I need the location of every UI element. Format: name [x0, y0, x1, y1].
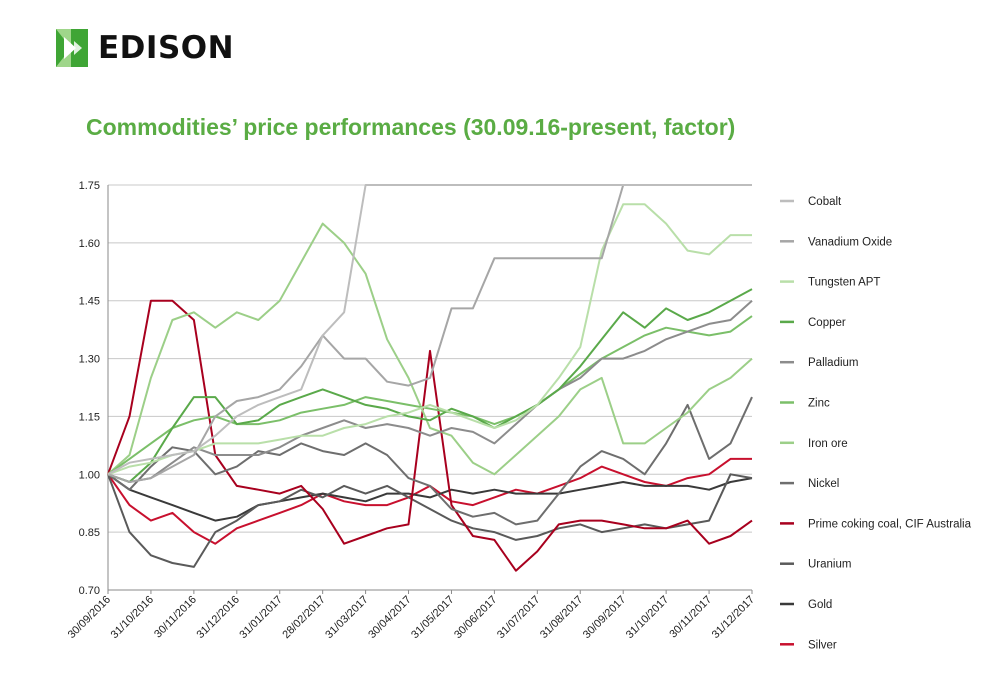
x-tick-label: 28/02/2017 — [280, 594, 327, 641]
y-tick-label: 0.70 — [79, 585, 100, 597]
x-tick-label: 31/08/2017 — [538, 594, 585, 641]
series-line-vanadium-oxide — [107, 184, 752, 483]
series-lines — [107, 184, 753, 572]
x-tick-label: 30/09/2016 — [66, 594, 113, 641]
legend-label: Copper — [808, 317, 846, 329]
x-tick-label: 31/12/2017 — [710, 594, 757, 641]
x-tick-labels: 30/09/201631/10/201630/11/201631/12/2016… — [66, 594, 757, 641]
series-line-tungsten-apt — [107, 203, 752, 476]
legend-label: Uranium — [808, 559, 851, 571]
series-line-uranium — [107, 473, 753, 568]
series-line-gold — [107, 473, 753, 522]
x-tick-label: 31/01/2017 — [237, 594, 284, 641]
legend-label: Palladium — [808, 357, 859, 369]
legend-label: Nickel — [808, 478, 839, 490]
edison-logo: EDISON — [56, 28, 234, 68]
x-tick-label: 31/05/2017 — [409, 594, 456, 641]
axes — [107, 185, 753, 594]
x-tick-label: 30/06/2017 — [452, 594, 499, 641]
edison-logo-icon — [56, 29, 88, 67]
series-line-nickel — [107, 396, 753, 526]
y-tick-label: 1.00 — [79, 469, 100, 481]
legend-label: Vanadium Oxide — [808, 236, 892, 248]
x-tick-label: 31/10/2017 — [624, 594, 671, 641]
legend-label: Gold — [808, 599, 832, 611]
legend: Cobalt Vanadium Oxide Tungsten APT Copper Pa… — [780, 196, 972, 651]
series-line-copper — [107, 288, 753, 483]
y-tick-labels: 1.75 1.60 1.45 1.30 1.15 1.00 0.85 0.70 — [79, 180, 100, 597]
y-tick-label: 0.85 — [79, 527, 100, 539]
x-tick-label: 31/03/2017 — [323, 594, 370, 641]
legend-label: Silver — [808, 639, 837, 651]
series-line-iron-ore — [107, 222, 753, 476]
legend-label: Cobalt — [808, 196, 842, 208]
x-tick-label: 31/10/2016 — [109, 594, 156, 641]
y-tick-label: 1.15 — [79, 411, 100, 423]
y-tick-label: 1.75 — [79, 180, 100, 192]
x-tick-label: 30/09/2017 — [581, 594, 628, 641]
x-tick-label: 31/12/2016 — [195, 594, 242, 641]
legend-label: Tungsten APT — [808, 277, 880, 289]
series-line-palladium — [107, 299, 753, 483]
y-tick-label: 1.45 — [79, 296, 100, 308]
series-line-silver — [107, 457, 752, 545]
legend-label: Prime coking coal, CIF Australia — [808, 518, 972, 530]
y-tick-label: 1.60 — [79, 238, 100, 250]
legend-label: Zinc — [808, 398, 830, 410]
y-tick-label: 1.30 — [79, 354, 100, 366]
x-tick-label: 30/11/2017 — [667, 594, 714, 641]
x-tick-label: 30/11/2016 — [152, 594, 199, 641]
chart-title: Commodities’ price performances (30.09.1… — [86, 114, 736, 140]
series-line-cobalt — [107, 184, 752, 476]
x-tick-label: 30/04/2017 — [366, 594, 413, 641]
brand-name: EDISON — [98, 30, 235, 66]
x-tick-label: 31/07/2017 — [495, 594, 542, 641]
legend-label: Iron ore — [808, 438, 848, 450]
